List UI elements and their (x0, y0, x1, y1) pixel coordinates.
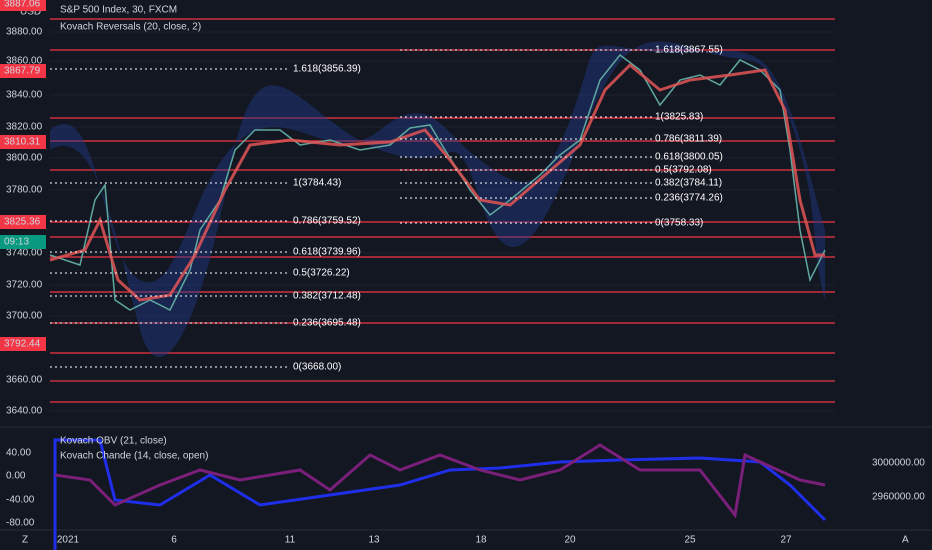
fib-label: 1.618(3867.55) (655, 45, 723, 56)
time-label: 2021 (57, 535, 80, 546)
currency: USD (20, 7, 41, 18)
price-label: 3720.00 (6, 280, 43, 291)
fib-label: 0(3758.33) (655, 218, 703, 229)
price-label: 3840.00 (6, 90, 43, 101)
price-tag-bg (0, 0, 46, 11)
fib-label: 0.382(3784.11) (655, 178, 722, 189)
price-label: 3860.00 (6, 56, 43, 67)
price-tag: 3810.31 (4, 137, 41, 148)
indicator: Kovach Reversals (20, close, 2) (60, 22, 201, 33)
corner-z[interactable]: Z (22, 535, 28, 546)
time-label: 20 (564, 535, 576, 546)
price-label: 3880.00 (6, 27, 43, 38)
price-label: 3800.00 (6, 153, 43, 164)
price-tag-bg (0, 235, 46, 249)
osc-label: -80.00 (6, 518, 35, 529)
fib-label: 0.5(3726.22) (293, 268, 350, 279)
chande-label: Kovach Chande (14, close, open) (60, 451, 208, 462)
osc-label: -40.00 (6, 495, 35, 506)
title: S&P 500 Index, 30, FXCM (60, 5, 177, 16)
obv-label: Kovach OBV (21, close) (60, 436, 167, 447)
obv-line (53, 438, 827, 550)
price-label: 3740.00 (6, 248, 43, 259)
price-tag: 3887.06 (4, 0, 41, 10)
fib-label: 0.236(3695.48) (293, 318, 361, 329)
price-label: 3820.00 (6, 122, 43, 133)
fib-label: 1.618(3856.39) (293, 64, 361, 75)
fib-label: 1(3784.43) (293, 178, 341, 189)
price-label: 3660.00 (6, 375, 43, 386)
price-tag: 3825.36 (4, 217, 41, 228)
fib-label: 0.5(3792.08) (655, 165, 712, 176)
price-tag: 3792.44 (4, 339, 41, 350)
price-label: 3640.00 (6, 406, 43, 417)
time-label: 18 (475, 535, 487, 546)
price-label: 3700.00 (6, 311, 43, 322)
corner-a[interactable]: A (902, 535, 909, 546)
fib-label: 0(3668.00) (293, 362, 341, 373)
time-label: 6 (171, 535, 177, 546)
time-label: 13 (368, 535, 380, 546)
price-tag-bg (0, 215, 46, 229)
fib-label: 0.618(3800.05) (655, 152, 723, 163)
price-label: 3780.00 (6, 185, 43, 196)
fib-label: 0.618(3739.96) (293, 247, 361, 258)
osc-label: 0.00 (6, 471, 26, 482)
price-tag-bg (0, 135, 46, 149)
price-tag-bg (0, 64, 46, 78)
fib-label: 0.236(3774.26) (655, 193, 723, 204)
fib-label: 0.786(3759.52) (293, 216, 361, 227)
fib-label: 1(3825.83) (655, 112, 703, 123)
price-tag: 3867.79 (4, 66, 41, 77)
chande-line (54, 443, 826, 519)
band (50, 41, 825, 358)
obv-axis-label: 3000000.00 (872, 458, 925, 469)
ma-line (49, 62, 825, 302)
price-tag: 09:13 (4, 237, 29, 248)
fib-label: 0.382(3712.48) (293, 291, 361, 302)
time-label: 25 (684, 535, 696, 546)
time-label: 11 (285, 535, 296, 546)
time-label: 27 (780, 535, 792, 546)
fib-label: 0.786(3811.39) (655, 134, 722, 145)
obv-axis-label: 2960000.00 (872, 492, 925, 503)
price-tag-bg (0, 337, 46, 351)
osc-label: 40.00 (6, 448, 31, 459)
